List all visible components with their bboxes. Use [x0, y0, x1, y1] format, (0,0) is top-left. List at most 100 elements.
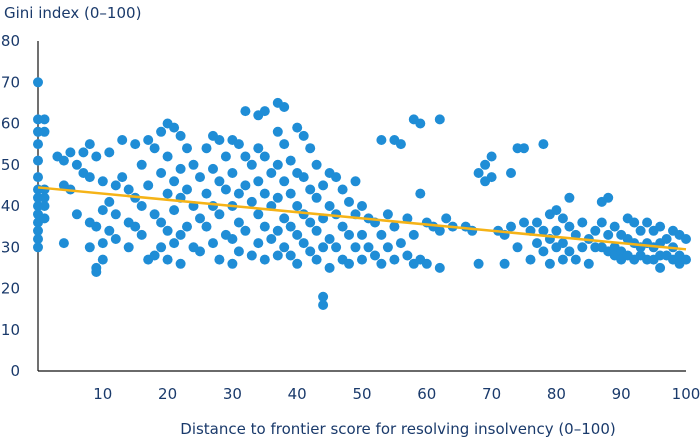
scatter-point: [305, 143, 316, 154]
scatter-point: [292, 258, 303, 269]
scatter-point: [382, 209, 393, 220]
scatter-point: [415, 118, 426, 129]
scatter-point: [370, 250, 380, 261]
scatter-point: [285, 250, 296, 261]
scatter-point: [577, 242, 588, 253]
y-tick-label: 20: [1, 280, 20, 298]
scatter-point: [182, 143, 192, 154]
scatter-point: [156, 126, 167, 137]
scatter-point: [201, 188, 212, 199]
scatter-point: [337, 221, 348, 232]
scatter-point: [344, 229, 354, 240]
scatter-point: [279, 139, 290, 150]
x-axis-ticks: 10 20 30 40 50 60 70 80 90 100: [93, 385, 700, 403]
scatter-point: [195, 213, 205, 224]
scatter-point: [58, 238, 69, 249]
scatter-point: [162, 188, 173, 199]
scatter-point: [169, 205, 180, 216]
scatter-point: [473, 258, 484, 269]
x-tick-label: 40: [288, 385, 307, 403]
scatter-point: [376, 258, 387, 269]
scatter-point: [33, 225, 43, 236]
scatter-point: [214, 209, 225, 220]
scatter-point: [91, 221, 102, 232]
scatter-point: [246, 250, 257, 261]
scatter-point: [208, 163, 218, 174]
scatter-point: [227, 258, 238, 269]
scatter-point: [220, 184, 231, 195]
scatter-point: [331, 242, 342, 253]
scatter-point: [538, 246, 549, 257]
scatter-point: [39, 213, 50, 224]
scatter-point: [84, 242, 95, 253]
scatter-point: [344, 196, 354, 207]
scatter-point: [208, 238, 218, 249]
scatter-point: [97, 238, 108, 249]
scatter-point: [33, 172, 43, 183]
scatter-point: [506, 221, 516, 232]
scatter-point: [363, 242, 374, 253]
scatter-point: [382, 242, 393, 253]
scatter-point: [681, 234, 691, 244]
scatter-point: [473, 168, 484, 178]
scatter-point: [311, 225, 322, 236]
scatter-point: [136, 201, 147, 211]
scatter-point: [143, 180, 154, 191]
scatter-point: [596, 217, 607, 228]
scatter-point: [240, 151, 251, 162]
scatter-point: [214, 176, 225, 187]
scatter-point: [162, 151, 173, 162]
scatter-point: [389, 254, 400, 265]
scatter-point: [292, 122, 303, 133]
scatter-point: [182, 221, 192, 232]
y-tick-label: 60: [1, 115, 20, 133]
scatter-point: [305, 246, 316, 257]
scatter-point: [272, 159, 283, 170]
y-tick-label: 0: [10, 362, 20, 380]
scatter-point: [357, 254, 367, 265]
scatter-point: [246, 196, 257, 207]
scatter-point: [123, 242, 134, 253]
scatter-point: [376, 135, 387, 145]
scatter-point: [285, 188, 296, 199]
scatter-point: [201, 221, 212, 232]
x-tick-label: 50: [352, 385, 371, 403]
scatter-point: [603, 192, 614, 203]
scatter-point: [564, 192, 575, 203]
scatter-point: [557, 238, 568, 249]
scatter-point: [402, 250, 413, 261]
scatter-point: [538, 139, 549, 150]
x-tick-label: 80: [547, 385, 566, 403]
scatter-point: [182, 184, 192, 195]
scatter-point: [577, 217, 588, 228]
scatter-point: [557, 254, 568, 265]
scatter-point: [91, 267, 102, 277]
scatter-point: [305, 184, 316, 195]
scatter-point: [486, 151, 497, 162]
x-tick-label: 30: [223, 385, 242, 403]
scatter-point: [39, 201, 50, 211]
scatter-point: [130, 139, 141, 150]
scatter-point: [65, 147, 76, 158]
scatter-point: [272, 126, 283, 137]
scatter-point: [175, 163, 186, 174]
scatter-point: [324, 201, 335, 211]
scatter-point: [603, 229, 614, 240]
scatter-point: [298, 238, 309, 249]
scatter-point: [259, 254, 270, 265]
scatter-point: [583, 258, 594, 269]
scatter-point: [169, 176, 180, 187]
scatter-point: [149, 250, 160, 261]
scatter-point: [570, 254, 581, 265]
scatter-point: [84, 139, 95, 150]
scatter-point: [97, 176, 108, 187]
scatter-points: [33, 77, 691, 310]
scatter-point: [305, 217, 316, 228]
scatter-point: [519, 217, 529, 228]
scatter-point: [344, 258, 354, 269]
scatter-point: [162, 254, 173, 265]
scatter-point: [279, 176, 290, 187]
scatter-point: [240, 225, 251, 236]
scatter-point: [564, 221, 575, 232]
scatter-point: [233, 217, 244, 228]
